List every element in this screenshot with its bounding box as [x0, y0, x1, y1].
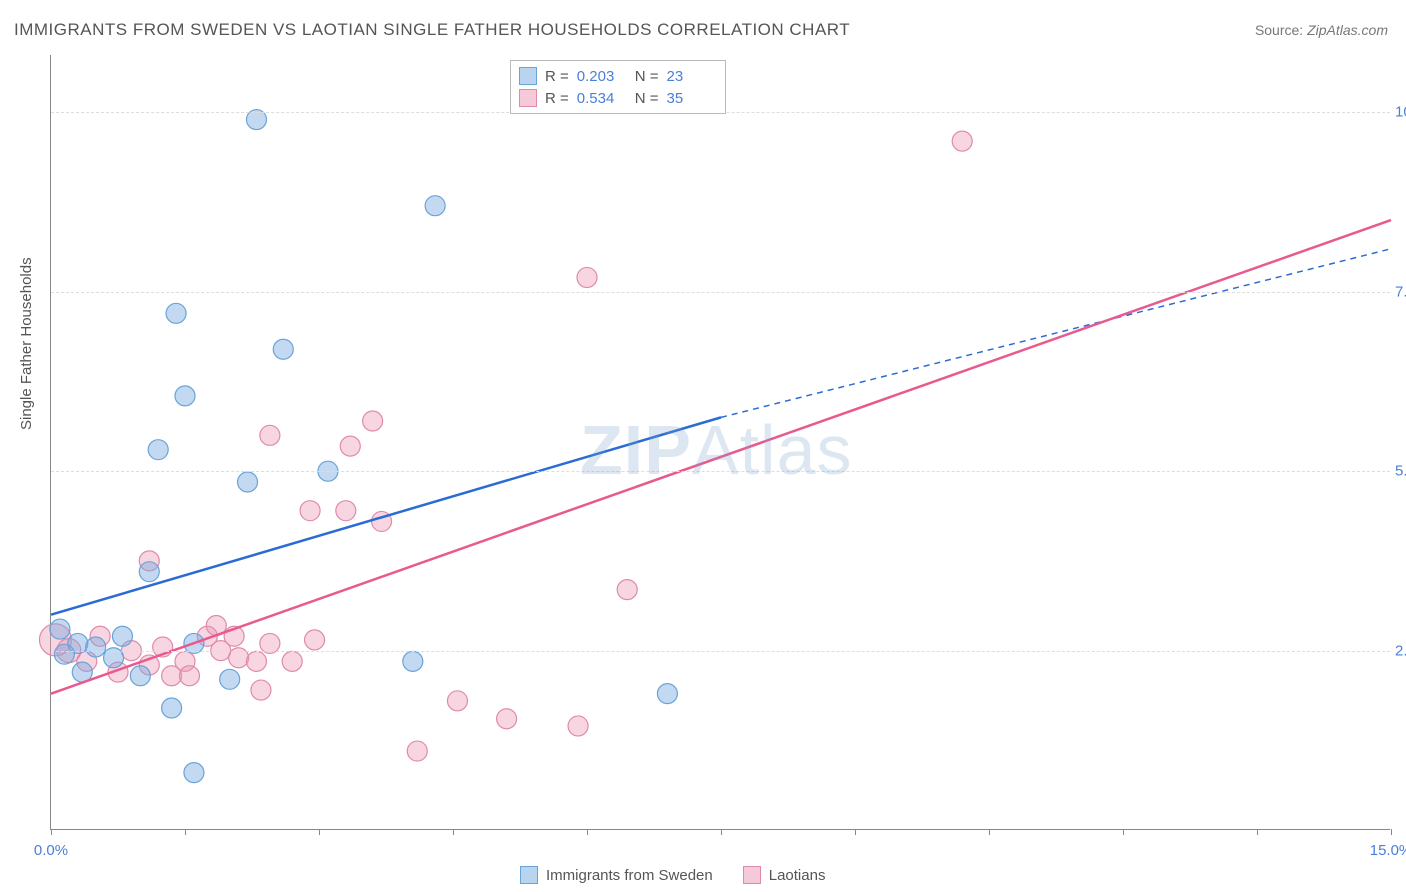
scatter-point: [497, 709, 517, 729]
scatter-point: [300, 501, 320, 521]
scatter-point: [425, 196, 445, 216]
xtick-mark: [319, 829, 320, 835]
stats-legend: R = 0.203 N = 23 R = 0.534 N = 35: [510, 60, 726, 114]
series-legend: Immigrants from Sweden Laotians: [520, 866, 825, 884]
scatter-point: [305, 630, 325, 650]
scatter-point: [336, 501, 356, 521]
n-value-laotian: 35: [667, 90, 717, 107]
scatter-point: [273, 339, 293, 359]
scatter-point: [617, 580, 637, 600]
scatter-point: [139, 562, 159, 582]
xtick-mark: [453, 829, 454, 835]
scatter-point: [50, 619, 70, 639]
xtick-mark: [1123, 829, 1124, 835]
swatch-laotian: [519, 89, 537, 107]
legend-label-laotian: Laotians: [769, 867, 826, 884]
scatter-point: [657, 684, 677, 704]
scatter-point: [407, 741, 427, 761]
scatter-point: [184, 763, 204, 783]
scatter-point: [175, 386, 195, 406]
source-value: ZipAtlas.com: [1307, 22, 1388, 38]
y-axis-label: Single Father Households: [18, 257, 35, 430]
xtick-mark: [855, 829, 856, 835]
chart-container: IMMIGRANTS FROM SWEDEN VS LAOTIAN SINGLE…: [0, 0, 1406, 892]
scatter-point: [112, 626, 132, 646]
scatter-point: [54, 644, 74, 664]
scatter-point: [282, 651, 302, 671]
source-attribution: Source: ZipAtlas.com: [1255, 22, 1388, 38]
source-label: Source:: [1255, 22, 1303, 38]
ytick-label: 7.5%: [1395, 283, 1406, 300]
xtick-mark: [721, 829, 722, 835]
r-value-laotian: 0.534: [577, 90, 627, 107]
xtick-mark: [587, 829, 588, 835]
swatch-laotian-icon: [743, 866, 761, 884]
scatter-point: [162, 698, 182, 718]
r-value-sweden: 0.203: [577, 68, 627, 85]
swatch-sweden: [519, 67, 537, 85]
scatter-point: [166, 303, 186, 323]
scatter-point: [447, 691, 467, 711]
xtick-mark: [989, 829, 990, 835]
scatter-point: [568, 716, 588, 736]
scatter-point: [952, 131, 972, 151]
scatter-point: [86, 637, 106, 657]
xtick-mark: [51, 829, 52, 835]
gridline: [51, 292, 1390, 293]
xtick-mark: [1391, 829, 1392, 835]
xtick-label: 0.0%: [34, 842, 68, 859]
scatter-point: [251, 680, 271, 700]
r-label: R =: [545, 68, 569, 85]
legend-item-laotian: Laotians: [743, 866, 826, 884]
scatter-point: [246, 651, 266, 671]
swatch-sweden-icon: [520, 866, 538, 884]
gridline: [51, 651, 1390, 652]
scatter-point: [577, 267, 597, 287]
plot-svg: [51, 55, 1390, 829]
n-label: N =: [635, 68, 659, 85]
ytick-label: 5.0%: [1395, 463, 1406, 480]
ytick-label: 2.5%: [1395, 642, 1406, 659]
scatter-point: [238, 472, 258, 492]
scatter-point: [260, 425, 280, 445]
scatter-point: [220, 669, 240, 689]
n-label: N =: [635, 90, 659, 107]
scatter-point: [403, 651, 423, 671]
scatter-point: [340, 436, 360, 456]
scatter-point: [363, 411, 383, 431]
legend-item-sweden: Immigrants from Sweden: [520, 866, 713, 884]
xtick-mark: [1257, 829, 1258, 835]
scatter-point: [179, 666, 199, 686]
scatter-point: [162, 666, 182, 686]
r-label: R =: [545, 90, 569, 107]
n-value-sweden: 23: [667, 68, 717, 85]
stats-row-laotian: R = 0.534 N = 35: [519, 87, 717, 109]
gridline: [51, 471, 1390, 472]
xtick-mark: [185, 829, 186, 835]
ytick-label: 10.0%: [1395, 104, 1406, 121]
regression-line: [721, 249, 1391, 418]
scatter-point: [130, 666, 150, 686]
xtick-label: 15.0%: [1370, 842, 1406, 859]
legend-label-sweden: Immigrants from Sweden: [546, 867, 713, 884]
scatter-point: [148, 440, 168, 460]
stats-row-sweden: R = 0.203 N = 23: [519, 65, 717, 87]
chart-title: IMMIGRANTS FROM SWEDEN VS LAOTIAN SINGLE…: [14, 20, 850, 40]
plot-area: 2.5%5.0%7.5%10.0%0.0%15.0%: [50, 55, 1390, 830]
